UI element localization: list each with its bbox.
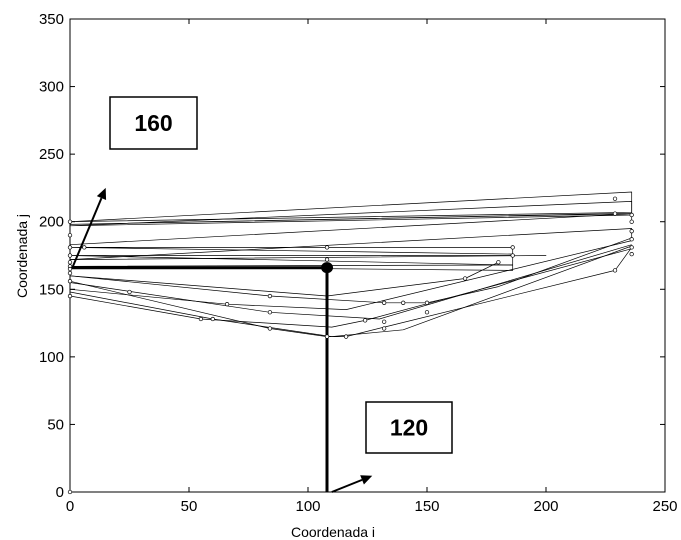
- route-node: [67, 266, 73, 272]
- route-node: [496, 260, 501, 265]
- annotation-label: 120: [390, 415, 428, 441]
- route-line: [69, 240, 632, 310]
- route-node: [267, 293, 273, 299]
- y-tick-label: 200: [39, 214, 64, 231]
- x-axis-title: Coordenada i: [291, 524, 375, 540]
- route-node: [67, 489, 73, 495]
- route-node: [324, 334, 330, 339]
- route-line: [69, 244, 632, 320]
- route-node: [612, 196, 618, 201]
- route-node: [362, 318, 368, 323]
- route-line: [69, 228, 633, 260]
- annotation-arrow-head: [360, 475, 373, 485]
- y-axis: 0 50 100 150 200 250 300 350: [39, 11, 665, 501]
- route-node: [67, 260, 73, 265]
- highlight-layer: [321, 262, 334, 274]
- route-node: [67, 245, 73, 250]
- route-node: [67, 270, 73, 276]
- route-node: [462, 276, 468, 281]
- route-node: [629, 219, 634, 224]
- route-node: [67, 253, 73, 258]
- route-node: [629, 237, 634, 242]
- points-layer: [67, 196, 634, 495]
- y-tick-label: 350: [39, 11, 64, 28]
- route-node: [382, 300, 387, 305]
- route-line: [69, 255, 547, 260]
- route-node: [629, 229, 634, 234]
- annotation-arrow-head: [96, 187, 107, 201]
- route-node: [324, 245, 330, 250]
- series-layer: [69, 191, 633, 492]
- x-tick-label: 50: [181, 498, 198, 515]
- y-tick-label: 150: [39, 281, 64, 298]
- route-node: [67, 219, 73, 224]
- highlight-point: [321, 262, 334, 274]
- annotation-label: 160: [134, 110, 172, 136]
- route-line: [69, 261, 499, 297]
- annotation-layer: 160 120: [71, 96, 453, 493]
- route-node: [629, 245, 634, 250]
- route-line: [69, 201, 633, 227]
- route-node: [67, 279, 73, 284]
- route-node: [629, 212, 634, 218]
- y-axis-title: Coordenada j: [14, 214, 30, 298]
- annotation-box: [365, 401, 453, 454]
- route-node: [267, 310, 273, 315]
- y-tick-label: 0: [56, 484, 64, 501]
- route-node: [210, 316, 215, 322]
- route-line: [69, 191, 633, 223]
- route-node: [510, 245, 515, 250]
- x-axis: 0 50 100 150 200 250: [66, 19, 678, 515]
- route-node: [198, 316, 204, 322]
- route-node: [382, 319, 387, 324]
- x-tick-label: 200: [533, 498, 558, 515]
- route-node: [67, 233, 73, 238]
- x-tick-label: 100: [295, 498, 320, 515]
- x-tick-label: 250: [652, 498, 677, 515]
- route-node: [127, 289, 132, 295]
- y-tick-label: 250: [39, 146, 64, 163]
- route-node: [612, 268, 618, 273]
- route-node: [267, 326, 273, 331]
- annotation-arrow-shaft: [331, 478, 363, 493]
- x-tick-label: 0: [66, 498, 74, 515]
- route-node: [67, 293, 73, 299]
- route-node: [629, 251, 634, 257]
- route-line: [69, 248, 632, 328]
- x-tick-label: 150: [414, 498, 439, 515]
- route-node: [510, 253, 515, 258]
- y-tick-label: 50: [47, 416, 64, 433]
- route-node: [612, 211, 618, 216]
- route-line: [69, 213, 633, 225]
- route-node: [343, 334, 349, 339]
- route-node: [424, 300, 430, 305]
- route-line: [69, 247, 514, 255]
- annotation-box: [109, 96, 198, 150]
- route-line: [69, 213, 633, 246]
- route-node: [82, 245, 87, 250]
- annotation-arrow-shaft: [71, 197, 103, 269]
- y-tick-label: 300: [39, 79, 64, 96]
- route-node: [382, 326, 387, 331]
- route-node: [224, 302, 230, 307]
- y-tick-label: 100: [39, 349, 64, 366]
- route-node: [324, 257, 330, 262]
- route-line: [69, 255, 514, 266]
- route-node: [401, 300, 406, 305]
- route-node: [424, 310, 430, 315]
